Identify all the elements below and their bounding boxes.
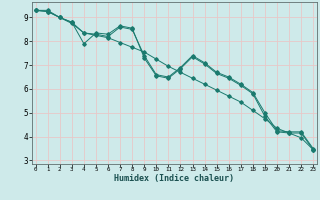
X-axis label: Humidex (Indice chaleur): Humidex (Indice chaleur) [115, 174, 234, 183]
